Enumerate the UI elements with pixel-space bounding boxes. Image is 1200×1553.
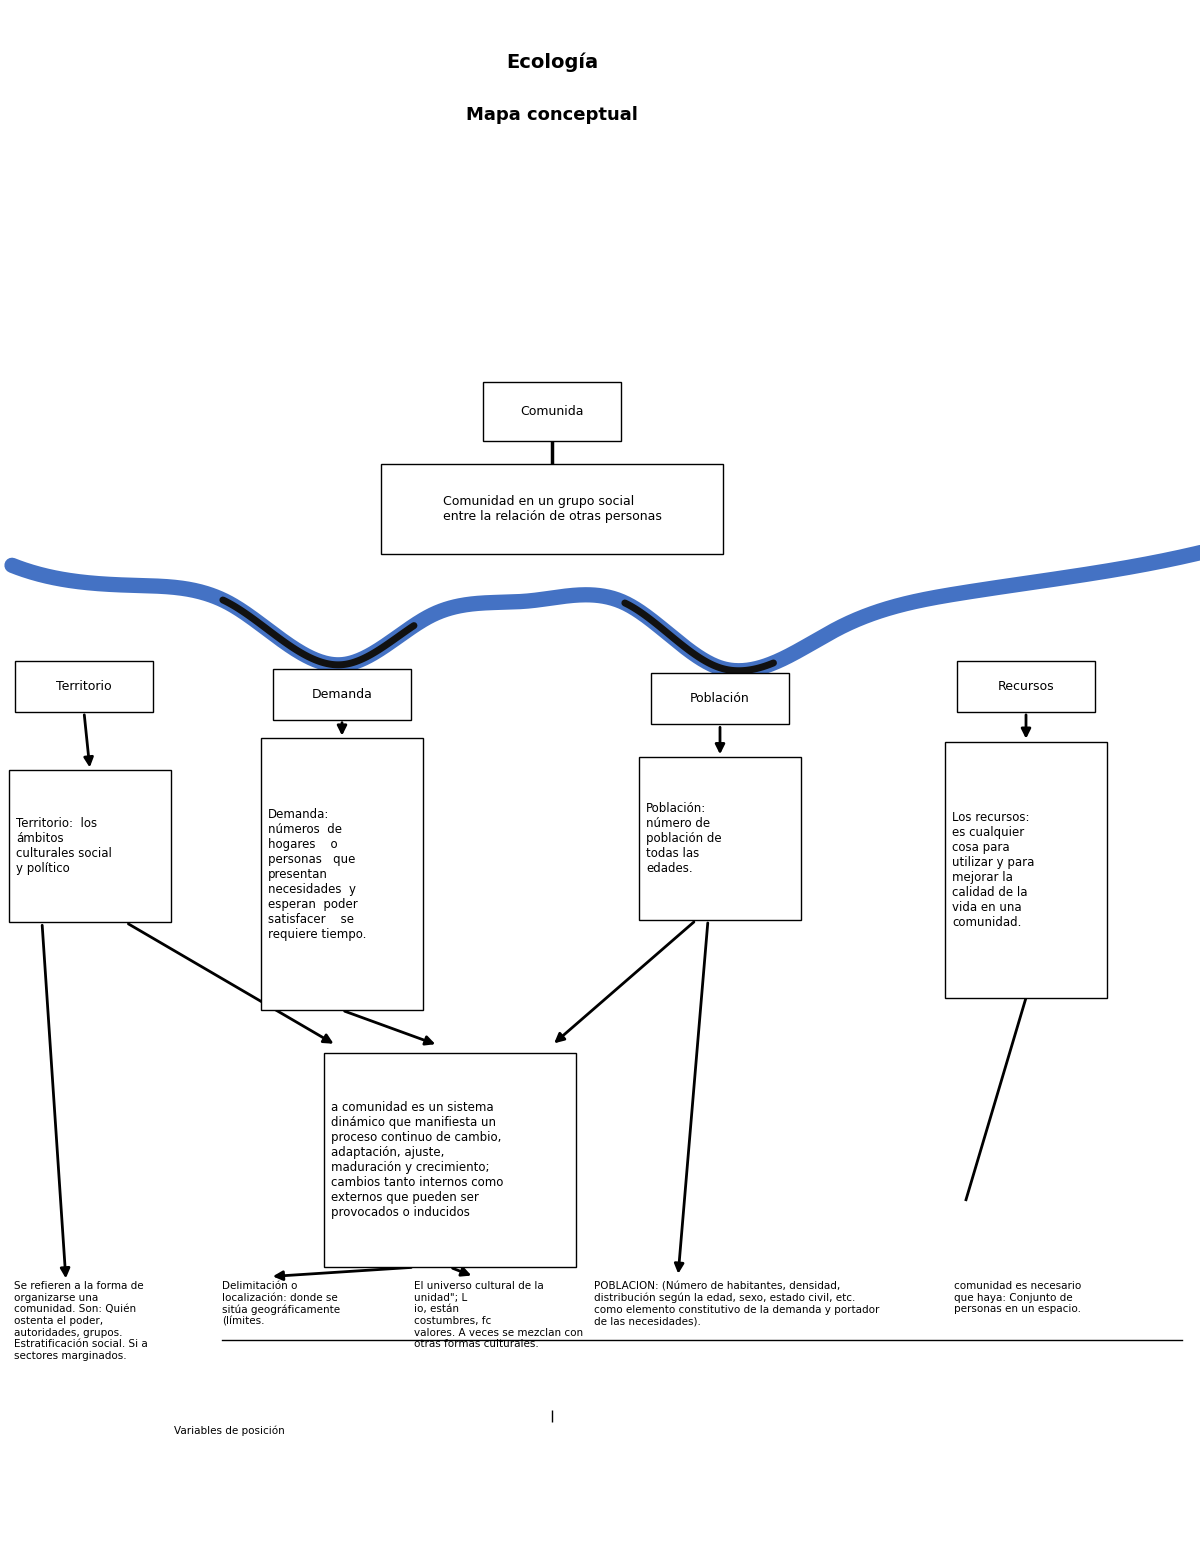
Text: comunidad es necesario
que haya: Conjunto de
personas en un espacio.: comunidad es necesario que haya: Conjunt… <box>954 1281 1081 1314</box>
Text: Los recursos:
es cualquier
cosa para
utilizar y para
mejorar la
calidad de la
vi: Los recursos: es cualquier cosa para uti… <box>953 811 1034 929</box>
Text: Demanda:
números  de
hogares    o
personas   que
presentan
necesidades  y
espera: Demanda: números de hogares o personas q… <box>269 808 366 941</box>
Text: Población:
número de
población de
todas las
edades.: Población: número de población de todas … <box>646 801 722 876</box>
Text: Ecología: Ecología <box>506 53 598 71</box>
Text: Variables de posición: Variables de posición <box>174 1426 284 1437</box>
FancyBboxPatch shape <box>640 756 802 919</box>
FancyBboxPatch shape <box>260 739 424 1011</box>
FancyBboxPatch shape <box>16 660 154 711</box>
FancyBboxPatch shape <box>958 660 1096 711</box>
FancyBboxPatch shape <box>382 464 722 554</box>
Text: Población: Población <box>690 693 750 705</box>
Text: Demanda: Demanda <box>312 688 372 700</box>
Text: Se refieren a la forma de
organizarse una
comunidad. Son: Quién
ostenta el poder: Se refieren a la forma de organizarse un… <box>14 1281 148 1360</box>
Text: Territorio:  los
ámbitos
culturales social
y político: Territorio: los ámbitos culturales socia… <box>16 817 112 876</box>
FancyBboxPatch shape <box>274 668 410 719</box>
Text: El universo cultural de la
unidad"; L
io, están
costumbres, fc
valores. A veces : El universo cultural de la unidad"; L io… <box>414 1281 583 1350</box>
FancyBboxPatch shape <box>484 382 622 441</box>
Text: Delimitación o
localización: donde se
sitúa geográficamente
(límites.: Delimitación o localización: donde se si… <box>222 1281 340 1326</box>
Text: Comunida: Comunida <box>521 405 583 418</box>
Text: Territorio: Territorio <box>56 680 112 693</box>
FancyBboxPatch shape <box>8 770 172 922</box>
FancyBboxPatch shape <box>946 742 1108 999</box>
Text: Comunidad en un grupo social
entre la relación de otras personas: Comunidad en un grupo social entre la re… <box>443 495 661 523</box>
FancyBboxPatch shape <box>650 672 790 724</box>
FancyBboxPatch shape <box>324 1053 576 1267</box>
Text: Recursos: Recursos <box>997 680 1055 693</box>
Text: POBLACION: (Número de habitantes, densidad,
distribución según la edad, sexo, es: POBLACION: (Número de habitantes, densid… <box>594 1281 880 1326</box>
Text: a comunidad es un sistema
dinámico que manifiesta un
proceso continuo de cambio,: a comunidad es un sistema dinámico que m… <box>331 1101 504 1219</box>
Text: Mapa conceptual: Mapa conceptual <box>466 106 638 124</box>
